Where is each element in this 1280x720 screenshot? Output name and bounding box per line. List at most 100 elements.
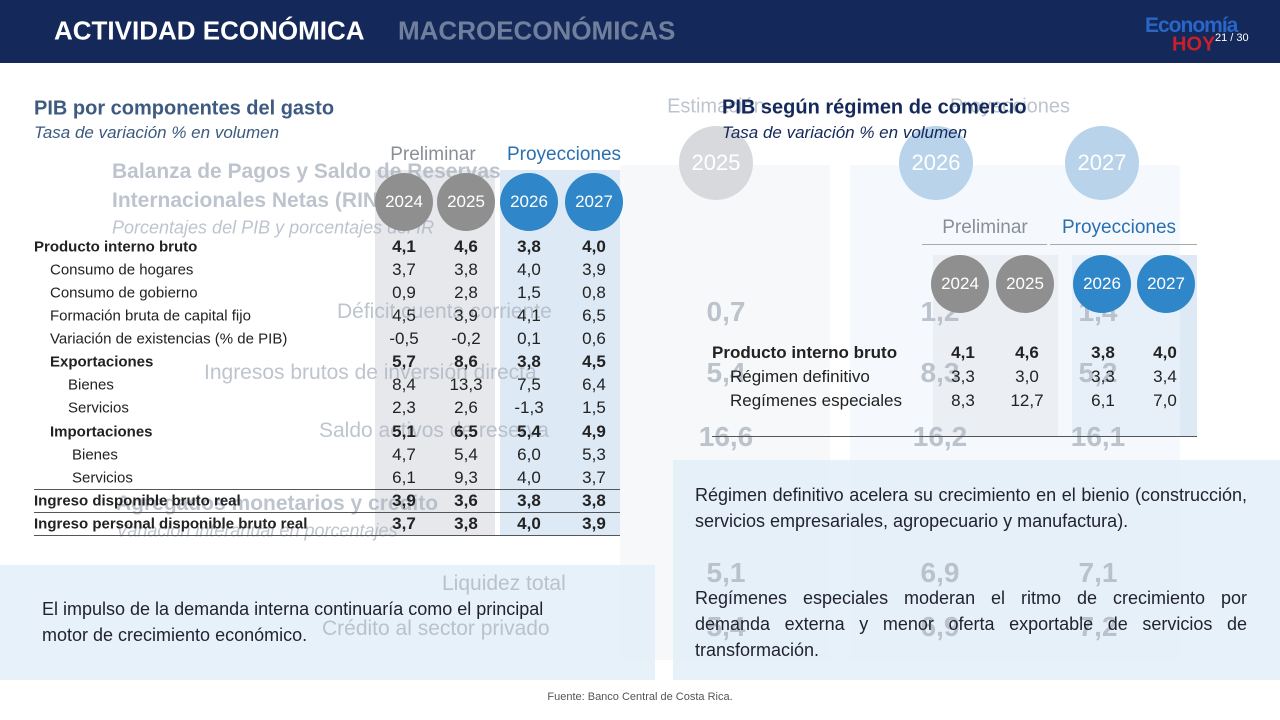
year-circle xyxy=(437,173,495,231)
year-circle xyxy=(1137,255,1195,313)
cell-value: 5,7 xyxy=(392,352,416,371)
cell-value: 4,1 xyxy=(517,306,541,325)
cell-value: 7,0 xyxy=(1153,391,1177,410)
year-circle xyxy=(1073,255,1131,313)
cell-value: 9,3 xyxy=(454,468,478,487)
cell-value: 3,7 xyxy=(392,260,416,279)
row-label: Servicios xyxy=(68,399,129,417)
cell-value: 3,6 xyxy=(454,491,478,510)
col-bg xyxy=(375,170,495,535)
panel-title: PIB por componentes del gasto xyxy=(34,97,335,120)
year-label: 2025 xyxy=(1006,274,1044,293)
ghost-value: 5,1 xyxy=(706,557,746,588)
cell-value: 4,9 xyxy=(582,422,606,441)
row-label: Producto interno bruto xyxy=(34,238,198,256)
cell-value: 7,5 xyxy=(517,375,541,394)
ghost-value: 0,7 xyxy=(706,296,746,327)
ghost-label: Liquidez total xyxy=(442,572,566,595)
ghost-group: Estimación xyxy=(667,95,765,118)
cell-value: 3,8 xyxy=(1091,343,1115,362)
note-text: Regímenes especiales moderan el ritmo de… xyxy=(695,588,1247,660)
row-label: Formación bruta de capital fijo xyxy=(50,307,251,325)
cell-value: 4,0 xyxy=(582,237,606,256)
cell-value: 8,6 xyxy=(454,352,478,371)
group-label: Proyecciones xyxy=(1061,217,1177,238)
cell-value: 13,3 xyxy=(449,375,483,394)
row-label: Consumo de hogares xyxy=(50,261,194,279)
cell-value: 1,5 xyxy=(517,283,541,302)
note-bg xyxy=(0,565,655,680)
row-label: Servicios xyxy=(72,469,133,487)
cell-value: 4,0 xyxy=(517,468,541,487)
note-text: Régimen definitivo acelera su crecimient… xyxy=(695,485,1247,531)
logo: Economía xyxy=(1145,14,1238,37)
year-label: 2024 xyxy=(941,274,979,293)
cell-value: 5,3 xyxy=(582,445,606,464)
cell-value: 3,8 xyxy=(454,260,478,279)
year-label: 2024 xyxy=(385,192,423,211)
year-circle xyxy=(375,173,433,231)
year-label: 2026 xyxy=(1083,274,1121,293)
cell-value: 0,8 xyxy=(582,283,606,302)
cell-value: 6,1 xyxy=(1091,391,1115,410)
ghost-value: 8,3 xyxy=(920,357,960,388)
panel-subtitle: Tasa de variación % en volumen xyxy=(34,123,280,142)
ghost-value: 7,2 xyxy=(1078,611,1118,642)
year-label: 2025 xyxy=(447,192,485,211)
cell-value: 1,5 xyxy=(582,398,606,417)
ghost-title: MACROECONÓMICAS xyxy=(398,15,676,46)
ghost-value: 16,1 xyxy=(1070,421,1126,452)
row-label: Exportaciones xyxy=(50,353,154,371)
cell-value: 6,5 xyxy=(582,306,606,325)
cell-value: 3,8 xyxy=(517,352,541,371)
row-label: Consumo de gobierno xyxy=(50,284,198,302)
cell-value: 4,0 xyxy=(517,260,541,279)
group-label: Proyecciones xyxy=(506,144,622,165)
ghost-value: 5,2 xyxy=(1078,357,1118,388)
cell-value: 8,4 xyxy=(392,375,416,394)
ghost-label: Déficit cuenta corriente xyxy=(337,300,552,323)
cell-value: -0,5 xyxy=(389,329,419,348)
rule xyxy=(34,535,620,536)
cell-value: 6,4 xyxy=(582,375,606,394)
note-text: El impulso de la demanda interna continu… xyxy=(42,599,544,645)
cell-value: -1,3 xyxy=(514,398,544,417)
row-label: Régimen definitivo xyxy=(730,367,870,386)
cell-value: 2,6 xyxy=(454,398,478,417)
ghost-value: 6,9 xyxy=(920,557,960,588)
year-circle xyxy=(500,173,558,231)
cell-value: 4,0 xyxy=(1153,343,1177,362)
year-label: 2026 xyxy=(510,192,548,211)
cell-value: 0,9 xyxy=(392,283,416,302)
ghost-label: Ingresos brutos de inversión directa xyxy=(204,361,537,384)
cell-value: 4,5 xyxy=(392,306,416,325)
cell-value: 3,8 xyxy=(517,237,541,256)
logo: HOY xyxy=(1172,33,1216,56)
rule xyxy=(34,512,620,513)
cell-value: 5,4 xyxy=(454,445,478,464)
ghost-value: 16,6 xyxy=(698,421,754,452)
cell-value: 3,9 xyxy=(582,514,606,533)
slide-title: ACTIVIDAD ECONÓMICA xyxy=(54,15,365,46)
row-label: Producto interno bruto xyxy=(712,343,898,362)
cell-value: 3,8 xyxy=(582,491,606,510)
row-label: Importaciones xyxy=(50,423,153,441)
year-label: 2027 xyxy=(575,192,613,211)
cell-value: 3,9 xyxy=(582,260,606,279)
row-label: Bienes xyxy=(72,446,118,464)
ghost-title: Agregados monetarios y crédito xyxy=(116,492,439,515)
cell-value: 4,5 xyxy=(582,352,606,371)
rule xyxy=(34,489,620,490)
row-label: Ingreso personal disponible bruto real xyxy=(34,515,308,533)
ghost-value: 5,4 xyxy=(706,611,746,642)
cell-value: 6,1 xyxy=(392,468,416,487)
cell-value: 4,1 xyxy=(951,343,975,362)
cell-value: 8,3 xyxy=(951,391,975,410)
col-bg xyxy=(500,170,620,535)
cell-value: 6,0 xyxy=(517,445,541,464)
ghost-label: Crédito al sector privado xyxy=(322,617,550,640)
cell-value: 4,6 xyxy=(454,237,478,256)
page-number: 21 / 30 xyxy=(1215,32,1249,44)
group-label: Preliminar xyxy=(942,217,1028,238)
